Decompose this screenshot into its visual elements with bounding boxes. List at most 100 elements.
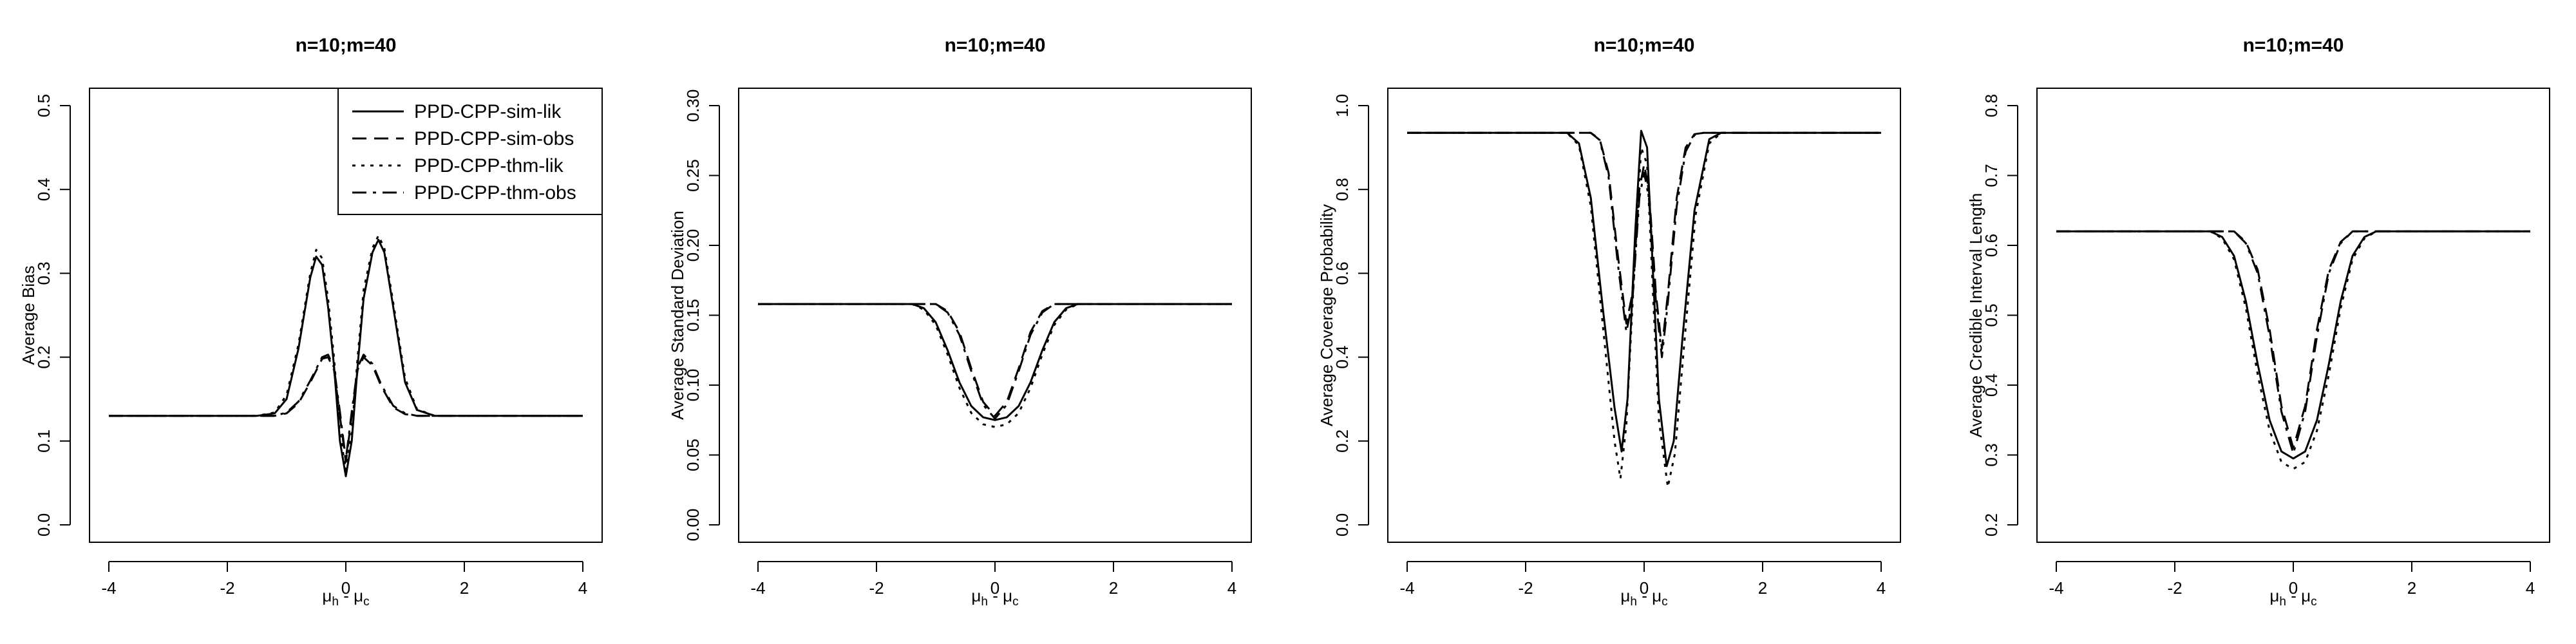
y-tick-label: 0.00 (683, 509, 703, 542)
x-axis-label-part: - μ (1637, 586, 1662, 605)
y-tick-label: 0.4 (34, 178, 53, 201)
y-tick-label: 1.0 (1332, 94, 1352, 117)
x-axis-label-subscript: h (332, 595, 339, 609)
x-tick-label: -2 (2167, 578, 2182, 598)
x-tick-label: 4 (1227, 578, 1236, 598)
x-tick-label: 2 (2407, 578, 2416, 598)
x-tick-label: -4 (1399, 578, 1414, 598)
series-line-ppd-cpp-sim-obs (1407, 131, 1881, 350)
x-axis-label-subscript: c (1012, 595, 1019, 609)
x-tick-label: -4 (101, 578, 116, 598)
series-line-ppd-cpp-thm-obs (1407, 131, 1881, 359)
y-tick-label: 0.3 (34, 261, 53, 285)
x-axis-label-subscript: c (363, 595, 370, 609)
plot-frame (738, 88, 1252, 543)
y-tick-label: 0.8 (1982, 94, 2001, 117)
x-axis-label-part: μ (1620, 586, 1630, 605)
y-axis-label: Average Credible Interval Length (1966, 193, 1985, 438)
series-line-ppd-cpp-sim-lik (109, 238, 583, 477)
series-line-ppd-cpp-sim-lik (2056, 230, 2530, 460)
legend-label: PPD-CPP-thm-obs (414, 182, 576, 204)
y-axis-label: Average Coverage Probability (1317, 204, 1336, 426)
y-tick-label: 0.05 (683, 439, 703, 471)
legend-label: PPD-CPP-sim-obs (414, 128, 574, 149)
y-tick-label: 0.2 (1982, 513, 2001, 536)
x-axis-label-part: μ (2269, 586, 2279, 605)
y-tick-label: 0.1 (34, 430, 53, 453)
plot-frame (1387, 88, 1901, 543)
x-tick-label: 2 (1109, 578, 1118, 598)
x-axis-label-subscript: h (2279, 595, 2286, 609)
y-tick-label: 0.6 (1332, 261, 1352, 285)
x-tick-label: -2 (1518, 578, 1533, 598)
x-tick-label: 2 (1758, 578, 1767, 598)
x-tick-label: -2 (220, 578, 234, 598)
y-tick-label: 0.7 (1982, 164, 2001, 187)
x-axis-label: μh - μc (1620, 586, 1667, 609)
panel-title: n=10;m=40 (2243, 35, 2344, 56)
y-tick-label: 0.2 (1332, 430, 1352, 453)
series-line-ppd-cpp-thm-lik (2056, 230, 2530, 470)
x-axis-label: μh - μc (2269, 586, 2316, 609)
panel-title: n=10;m=40 (1594, 35, 1695, 56)
y-axis-label: Average Bias (19, 265, 38, 365)
x-axis-label-part: μ (322, 586, 332, 605)
series-line-ppd-cpp-sim-lik (1407, 129, 1881, 468)
x-tick-label: 0 (1640, 578, 1649, 598)
series-line-ppd-cpp-thm-lik (1407, 131, 1881, 488)
y-tick-label: 0.15 (683, 299, 703, 332)
y-tick-label: 0.6 (1982, 234, 2001, 257)
y-axis-label: Average Standard Deviation (668, 211, 687, 420)
x-tick-label: 4 (2526, 578, 2535, 598)
series-line-ppd-cpp-thm-lik (758, 303, 1232, 428)
legend-box (337, 88, 603, 215)
x-tick-label: 4 (578, 578, 587, 598)
x-tick-label: 2 (460, 578, 469, 598)
y-tick-label: 0.25 (683, 159, 703, 192)
panel-title: n=10;m=40 (945, 35, 1046, 56)
y-tick-label: 0.5 (1982, 303, 2001, 327)
x-tick-label: 0 (990, 578, 999, 598)
x-axis-label-part: - μ (2286, 586, 2311, 605)
y-tick-label: 0.3 (1982, 443, 2001, 466)
y-tick-label: 0.4 (1982, 374, 2001, 397)
panel-1: n=10;m=40 -4 -2 0 2 4 μh - μc 0.0 0.1 0.2 0.3 0.4 0.… (19, 35, 603, 609)
x-tick-label: -4 (750, 578, 765, 598)
series-line-ppd-cpp-sim-obs (2056, 230, 2530, 450)
series-line-ppd-cpp-thm-lik (109, 234, 583, 471)
x-tick-label: 0 (341, 578, 350, 598)
x-tick-label: 4 (1877, 578, 1886, 598)
y-tick-label: 0.20 (683, 229, 703, 262)
panel-4: n=10;m=40 -4 -2 0 2 4 μh - μc 0.2 0.3 0.4 0.5 0.6 0.… (1966, 35, 2550, 609)
plot-frame (2036, 88, 2550, 543)
series-line-ppd-cpp-sim-lik (758, 303, 1232, 421)
y-tick-label: 0.8 (1332, 178, 1352, 201)
y-tick-label: 0.0 (1332, 513, 1352, 536)
x-tick-label: -2 (869, 578, 884, 598)
legend-label: PPD-CPP-thm-lik (414, 155, 564, 176)
x-axis-label: μh - μc (971, 586, 1018, 609)
legend-label: PPD-CPP-sim-lik (414, 101, 562, 122)
series-line-ppd-cpp-thm-obs (109, 354, 583, 460)
x-axis-label-part: μ (971, 586, 981, 605)
series-line-ppd-cpp-thm-obs (758, 303, 1232, 420)
y-tick-label: 0.5 (34, 94, 53, 117)
x-axis-label-subscript: h (1630, 595, 1637, 609)
y-tick-label: 0.10 (683, 369, 703, 402)
series-line-ppd-cpp-sim-obs (758, 303, 1232, 417)
x-tick-label: -4 (2049, 578, 2063, 598)
y-tick-label: 0.0 (34, 513, 53, 536)
y-tick-label: 0.30 (683, 90, 703, 122)
panel-2: n=10;m=40 -4 -2 0 2 4 μh - μc 0.00 0.05 0.10 0.15 0… (668, 35, 1252, 609)
x-axis-label-subscript: h (981, 595, 988, 609)
x-axis-label-subscript: c (1662, 595, 1668, 609)
y-tick-label: 0.4 (1332, 346, 1352, 369)
x-axis-label-part: - μ (339, 586, 363, 605)
x-axis-label: μh - μc (322, 586, 369, 609)
x-tick-label: 0 (2289, 578, 2298, 598)
panel-title: n=10;m=40 (296, 35, 397, 56)
x-axis-label-part: - μ (988, 586, 1012, 605)
y-tick-label: 0.2 (34, 346, 53, 369)
series-line-ppd-cpp-sim-obs (109, 356, 583, 463)
